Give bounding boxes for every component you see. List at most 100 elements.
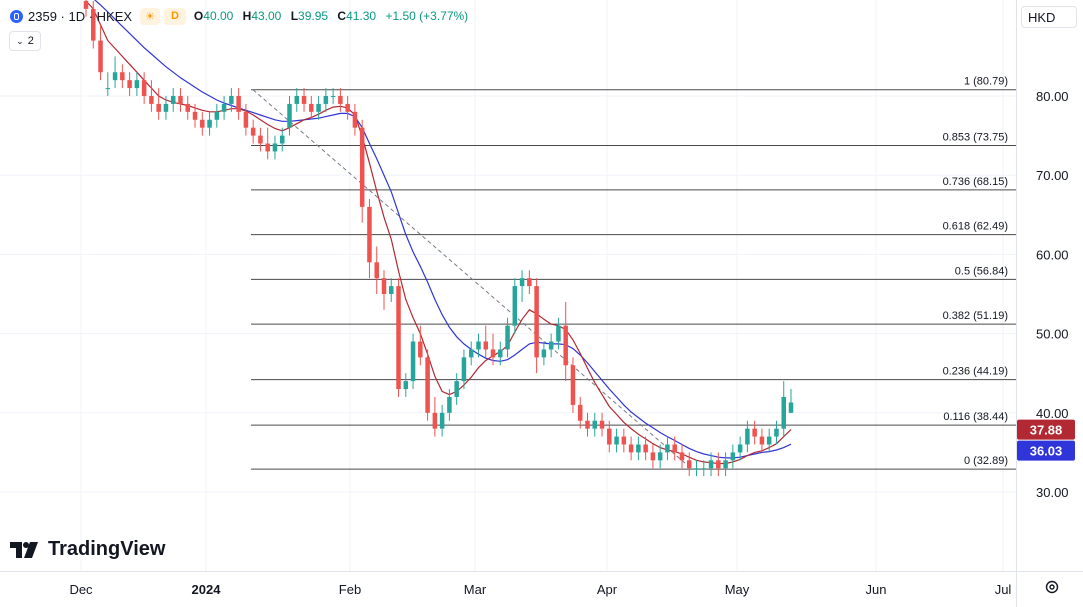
candle-body — [345, 103, 350, 112]
fib-level-label: 0.382 (51.19) — [943, 310, 1008, 322]
x-tick-label: Jul — [995, 582, 1012, 597]
candle — [781, 381, 786, 437]
candle — [323, 88, 329, 112]
candle-body — [781, 396, 786, 429]
candle — [250, 119, 256, 144]
candle-body — [519, 278, 525, 287]
candle — [200, 111, 205, 136]
candle-body — [352, 111, 358, 128]
settings-gear-icon[interactable] — [1044, 579, 1060, 595]
candle — [548, 333, 554, 358]
candle — [330, 88, 336, 104]
candle-body — [374, 262, 379, 279]
candle — [359, 119, 365, 223]
candle — [498, 341, 503, 366]
candle — [585, 412, 590, 437]
candle — [192, 103, 198, 128]
candle-body — [367, 206, 372, 263]
y-tick-label: 50.00 — [1036, 327, 1069, 342]
candle-body — [679, 452, 685, 461]
candle — [534, 278, 539, 374]
candle-body — [112, 72, 118, 81]
candle — [454, 373, 459, 405]
candle-body — [403, 381, 409, 390]
candle-body — [265, 143, 270, 152]
candle — [98, 24, 103, 81]
fib-trend-dashed-line — [252, 89, 693, 470]
candle-body — [185, 103, 191, 112]
candle-body — [236, 96, 241, 112]
candle — [345, 96, 350, 120]
y-tick-label: 70.00 — [1036, 168, 1069, 183]
candle — [410, 333, 416, 390]
candle — [599, 412, 605, 437]
candle-body — [730, 452, 736, 461]
candle-body — [686, 460, 692, 469]
moving-averages — [85, 0, 792, 465]
candle-body — [483, 341, 488, 350]
candle — [556, 317, 561, 350]
candle-body — [548, 341, 554, 350]
candle-body — [425, 357, 430, 413]
candle-body — [701, 468, 707, 470]
candle-body — [105, 88, 111, 90]
x-tick-label: Dec — [69, 582, 93, 597]
candle — [396, 278, 401, 397]
candle-body — [665, 444, 670, 453]
candle — [294, 88, 300, 112]
candle — [258, 127, 263, 152]
candle — [214, 103, 220, 128]
candle-body — [694, 468, 699, 470]
sun-icon[interactable]: ☀ — [140, 7, 160, 25]
candle-body — [476, 341, 481, 350]
low-value: 39.95 — [298, 9, 329, 23]
candle-body — [745, 428, 750, 445]
fibonacci-retracement[interactable]: 1 (80.79) 0.853 (73.75) 0.736 (68.15) 0.618… — [251, 76, 1016, 470]
candle — [221, 96, 227, 120]
symbol-title[interactable]: 2359 · 1D · HKEX — [28, 8, 133, 24]
candle — [156, 88, 161, 120]
tradingview-logo-icon — [10, 541, 38, 558]
candle-body — [178, 96, 183, 104]
candle — [592, 412, 598, 437]
price-badge-ma_fast: 37.88 — [1017, 419, 1075, 440]
high-value: 43.00 — [251, 9, 282, 23]
candle — [374, 246, 379, 294]
candle — [279, 127, 285, 152]
candle-body — [498, 349, 503, 358]
tradingview-logo[interactable]: TradingView — [10, 538, 165, 561]
candle — [287, 96, 292, 136]
fib-trend-line[interactable] — [252, 89, 693, 470]
candle-body — [556, 325, 561, 342]
candle-body — [650, 452, 656, 461]
candle-body — [91, 8, 96, 41]
candle-body — [636, 444, 641, 453]
candle — [527, 270, 532, 294]
indicators-toggle[interactable]: ⌄ 2 — [9, 31, 41, 51]
candle — [229, 88, 234, 112]
candle — [243, 103, 249, 136]
candle-body — [592, 420, 598, 429]
candle — [614, 428, 619, 453]
candle-body — [585, 420, 590, 429]
candle — [788, 389, 794, 414]
currency-button[interactable]: HKD — [1021, 6, 1077, 28]
candle-body — [294, 96, 300, 104]
candle-body — [657, 452, 663, 461]
candle — [752, 420, 757, 445]
fib-level-label: 0.5 (56.84) — [955, 265, 1008, 277]
candle — [425, 349, 430, 421]
candle — [701, 460, 707, 477]
candle — [570, 357, 576, 413]
candle-body — [752, 428, 757, 437]
symbol-header[interactable]: 2359 · 1D · HKEX ☀ D O40.00 H43.00 L39.9… — [10, 7, 474, 25]
candle-body — [200, 119, 205, 128]
candle — [679, 444, 685, 469]
candle — [207, 111, 212, 136]
candle-body — [505, 325, 510, 350]
interval-badge[interactable]: D — [163, 7, 186, 25]
candle-body — [643, 444, 648, 453]
chevron-icon: ⌄ — [16, 35, 24, 46]
